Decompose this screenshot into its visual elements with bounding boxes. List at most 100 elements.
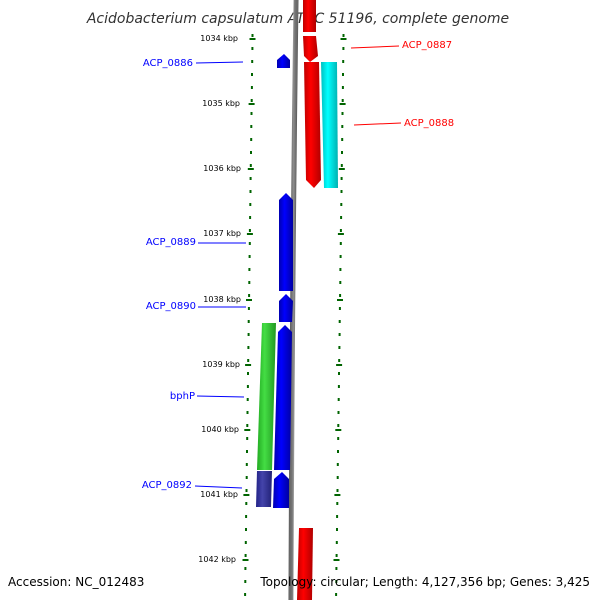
guide-dot bbox=[248, 255, 251, 258]
gene-acp-0890[interactable] bbox=[279, 294, 293, 322]
guide-dot bbox=[338, 372, 340, 375]
guide-dot bbox=[250, 138, 253, 141]
guide-dot bbox=[339, 255, 342, 258]
dotted-guides bbox=[242, 34, 347, 596]
tick-label: 1039 kbp bbox=[202, 360, 240, 369]
guide-dot bbox=[338, 346, 341, 349]
guide-dot bbox=[338, 359, 341, 362]
guide-dot bbox=[245, 528, 247, 531]
guide-dot bbox=[245, 463, 248, 466]
guide-dot bbox=[245, 515, 248, 518]
guide-dot bbox=[246, 424, 249, 427]
guide-dot bbox=[248, 242, 251, 245]
genome-summary-text: Topology: circular; Length: 4,127,356 bp… bbox=[259, 575, 590, 589]
guide-dot bbox=[250, 86, 253, 89]
label-acp-0890[interactable]: ACP_0890 bbox=[146, 301, 196, 312]
guide-dot bbox=[247, 359, 250, 362]
guide-dot bbox=[337, 437, 340, 440]
leader-acp-0886 bbox=[195, 61, 244, 64]
guide-dot bbox=[247, 346, 250, 349]
guide-dot bbox=[249, 203, 252, 206]
scale-tick-mark bbox=[335, 429, 342, 431]
scale-tick-mark bbox=[246, 299, 252, 301]
guide-dot bbox=[247, 320, 250, 323]
guide-dot bbox=[246, 450, 248, 453]
guide-dot bbox=[336, 502, 339, 505]
guide-dot bbox=[341, 151, 343, 154]
gene-bphp[interactable] bbox=[274, 325, 292, 470]
label-acp-0892[interactable]: ACP_0892 bbox=[142, 480, 192, 491]
label-acp-0889[interactable]: ACP_0889 bbox=[146, 237, 196, 248]
guide-dot bbox=[245, 489, 248, 492]
guide-dot bbox=[339, 242, 342, 245]
guide-dot bbox=[339, 294, 342, 297]
guide-dot bbox=[336, 489, 339, 492]
scale-tick-mark bbox=[246, 233, 253, 235]
scale-tick-mark bbox=[243, 494, 250, 496]
guide-dot bbox=[336, 463, 339, 466]
label-acp-0886[interactable]: ACP_0886 bbox=[143, 58, 193, 69]
guide-dot bbox=[246, 398, 249, 401]
guide-dot bbox=[250, 151, 252, 154]
gene-acp-0892[interactable] bbox=[273, 472, 289, 508]
gene-acp-0886[interactable] bbox=[277, 54, 290, 68]
guide-dot bbox=[246, 411, 249, 414]
scale-tick-mark bbox=[247, 168, 254, 170]
label-acp-0887[interactable]: ACP_0887 bbox=[402, 40, 452, 51]
tick-label: 1035 kbp bbox=[202, 99, 240, 108]
tick-label: 1034 kbp bbox=[200, 34, 238, 43]
guide-dot bbox=[248, 268, 251, 271]
scale-tick-mark bbox=[249, 38, 256, 40]
guide-dot bbox=[250, 125, 253, 128]
guide-dot bbox=[342, 47, 345, 50]
guide-dot bbox=[337, 385, 340, 388]
guide-dot bbox=[338, 333, 341, 336]
leader-acp-0887 bbox=[350, 45, 400, 49]
guide-dot bbox=[244, 567, 247, 570]
scale-ticks: 1034 kbp 1035 kbp 1036 kbp 1037 kbp 1038… bbox=[198, 34, 241, 564]
scale-tick-mark bbox=[334, 494, 341, 496]
guide-dot bbox=[339, 281, 342, 284]
guide-dot bbox=[244, 580, 247, 583]
guide-dot bbox=[246, 437, 249, 440]
gene-bottom-red[interactable] bbox=[297, 528, 313, 600]
guide-dot bbox=[338, 320, 341, 323]
guide-dot bbox=[341, 138, 344, 141]
tick-label: 1038 kbp bbox=[203, 295, 241, 304]
feature-green[interactable] bbox=[257, 323, 276, 470]
guide-dot bbox=[247, 333, 250, 336]
guide-dot bbox=[338, 307, 341, 310]
guide-dot bbox=[337, 411, 340, 414]
guide-dot bbox=[340, 164, 343, 167]
accession-text: Accession: NC_012483 bbox=[8, 575, 144, 589]
gene-acp-0887-top[interactable] bbox=[303, 0, 316, 32]
guide-dot bbox=[245, 476, 248, 479]
guide-dot bbox=[245, 502, 248, 505]
guide-dot bbox=[341, 99, 344, 102]
guide-dot bbox=[249, 216, 252, 219]
tick-label: 1036 kbp bbox=[203, 164, 241, 173]
scale-tick-mark bbox=[244, 429, 251, 431]
scale-tick-mark bbox=[340, 38, 347, 40]
guide-dot bbox=[249, 164, 252, 167]
label-bphp[interactable]: bphP bbox=[170, 391, 195, 402]
guide-dot bbox=[340, 177, 343, 180]
guide-dot bbox=[335, 554, 338, 557]
scale-tick-mark bbox=[248, 103, 255, 105]
gene-acp-0889[interactable] bbox=[279, 193, 293, 291]
scale-tick-mark bbox=[336, 364, 343, 366]
gene-acp-0888[interactable] bbox=[321, 62, 338, 188]
guide-dot bbox=[337, 398, 340, 401]
guide-dot bbox=[340, 190, 343, 193]
tick-label: 1042 kbp bbox=[198, 555, 236, 564]
gene-acp-0888-red[interactable] bbox=[304, 62, 321, 188]
gene-acp-0887[interactable] bbox=[303, 36, 318, 62]
guide-dot bbox=[335, 580, 338, 583]
label-acp-0888[interactable]: ACP_0888 bbox=[404, 118, 454, 129]
feature-purple[interactable] bbox=[256, 471, 272, 507]
guide-dot bbox=[336, 476, 339, 479]
guide-dot bbox=[251, 73, 253, 76]
guide-dot bbox=[247, 372, 249, 375]
guide-dot bbox=[340, 203, 343, 206]
tick-label: 1040 kbp bbox=[201, 425, 239, 434]
